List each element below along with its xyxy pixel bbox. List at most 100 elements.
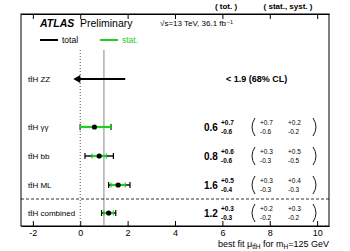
- best-fit-point: [97, 153, 102, 158]
- stat-error-cap: [80, 125, 81, 130]
- x-axis-title-sub: tt̄H: [252, 243, 261, 250]
- annotation: √s=13 TeV, 36.1 fb⁻¹: [160, 19, 233, 28]
- x-tick: 10: [313, 221, 323, 238]
- reference-line: [103, 50, 104, 226]
- legend-label: total: [62, 35, 78, 45]
- syst-down-label: -0.5: [288, 157, 300, 164]
- chart: -2 0 2 4 6 8 10best fit μtt̄H for mH=125 GeV ( …: [0, 0, 350, 251]
- total-down-label: -0.3: [221, 214, 233, 221]
- upper-limit-head: [73, 75, 80, 83]
- x-tick-label: 10: [313, 228, 323, 238]
- total-up-label: +0.6: [221, 148, 234, 155]
- paren-close: [313, 176, 316, 194]
- total-error-cap: [113, 153, 114, 159]
- x-tick-label: 6: [220, 228, 225, 238]
- x-tick: 6: [220, 221, 225, 238]
- legend-item: stat.: [100, 35, 138, 45]
- total-down-label: -0.6: [221, 128, 233, 135]
- best-fit-point: [106, 210, 111, 215]
- total-up-label: +0.5: [221, 177, 234, 184]
- x-tick: 0: [78, 221, 83, 238]
- x-axis-title: best fit μtt̄H for mH=125 GeV: [218, 239, 329, 250]
- syst-up-label: +0.3: [288, 205, 301, 212]
- upper-limit-line: [77, 78, 125, 80]
- total-error: [109, 182, 130, 188]
- stat-error-cap: [106, 154, 107, 159]
- stat-error-cap: [125, 183, 126, 188]
- syst-down-label: -0.2: [288, 128, 300, 135]
- x-tick: 4: [173, 221, 178, 238]
- category-label: tt̄H combined: [28, 209, 75, 218]
- stat-error: [92, 154, 106, 159]
- x-tick-mark: [270, 221, 271, 226]
- category-label: tt̄H ML: [28, 181, 52, 190]
- stat-error-cap: [103, 211, 104, 216]
- syst-up-label: +0.4: [288, 177, 301, 184]
- x-top-tick: [270, 14, 271, 19]
- x-axis-line: [22, 226, 330, 227]
- paren-close: [313, 204, 316, 222]
- stat-up-label: +0.3: [260, 148, 273, 155]
- stat-error: [104, 211, 113, 216]
- stat-up-label: +0.3: [260, 177, 273, 184]
- best-fit-point: [92, 124, 97, 129]
- x-tick-label: 8: [268, 228, 273, 238]
- stat-error-cap: [91, 154, 92, 159]
- total-error-cap: [80, 124, 81, 130]
- x-axis: -2 0 2 4 6 8 10: [22, 221, 330, 238]
- plot-area: [73, 50, 130, 226]
- stat-down-label: -0.6: [260, 128, 272, 135]
- x-tick-label: 0: [78, 228, 83, 238]
- total-down-label: -0.6: [221, 157, 233, 164]
- x-axis-title-part: =125 GeV: [288, 239, 329, 249]
- x-axis-title-part: for m: [261, 239, 284, 249]
- title: ATLAS: [39, 17, 74, 29]
- legend-label: stat.: [122, 35, 138, 45]
- total-down-label: -0.4: [221, 186, 233, 193]
- x-tick: 2: [126, 221, 131, 238]
- legend-swatch: [40, 39, 58, 41]
- x-top-tick-mark: [317, 14, 318, 19]
- total-error-cap: [101, 210, 102, 216]
- stat-down-label: -0.2: [260, 214, 272, 221]
- paren-open: [252, 176, 255, 194]
- category-label: tt̄H bb: [28, 152, 50, 161]
- total-error-cap: [84, 153, 85, 159]
- category-label: tt̄H ZZ: [28, 75, 50, 84]
- stat-error: [111, 183, 125, 188]
- x-tick: -2: [29, 221, 37, 238]
- total-error-cap: [108, 182, 109, 188]
- column-header: ( stat., syst. ): [264, 2, 313, 11]
- total-error-cap: [110, 124, 111, 130]
- total-up-label: +0.3: [221, 205, 234, 212]
- x-top-tick-mark: [270, 14, 271, 19]
- x-tick-mark: [128, 221, 129, 226]
- total-up-label: +0.7: [221, 119, 234, 126]
- plot-frame: [21, 14, 329, 226]
- stat-down-label: -0.3: [260, 186, 272, 193]
- total-error: [102, 210, 116, 216]
- x-axis-title-part: best fit μ: [218, 239, 252, 249]
- total-error: [85, 153, 113, 159]
- upper-limit-arrow: [73, 75, 125, 83]
- column-header: ( tot. ): [215, 2, 238, 11]
- category-label: tt̄H γγ: [28, 123, 48, 132]
- value-label: 0.6: [204, 122, 218, 133]
- x-top-tick: [33, 14, 34, 19]
- paren-open: [252, 204, 255, 222]
- legend-item: total: [40, 35, 78, 45]
- x-tick-label: -2: [29, 228, 37, 238]
- x-top-tick: [317, 14, 318, 19]
- value-label: 1.6: [204, 180, 218, 191]
- total-error-cap: [129, 182, 130, 188]
- syst-down-label: -0.2: [288, 214, 300, 221]
- value-label: 0.8: [204, 151, 218, 162]
- separator: [21, 199, 329, 200]
- x-tick-mark: [222, 221, 223, 226]
- x-top-tick-mark: [33, 14, 34, 19]
- syst-up-label: +0.2: [288, 119, 301, 126]
- stat-error-cap: [113, 211, 114, 216]
- legend-swatch: [100, 39, 118, 41]
- syst-down-label: -0.3: [288, 186, 300, 193]
- subtitle: Preliminary: [80, 17, 133, 29]
